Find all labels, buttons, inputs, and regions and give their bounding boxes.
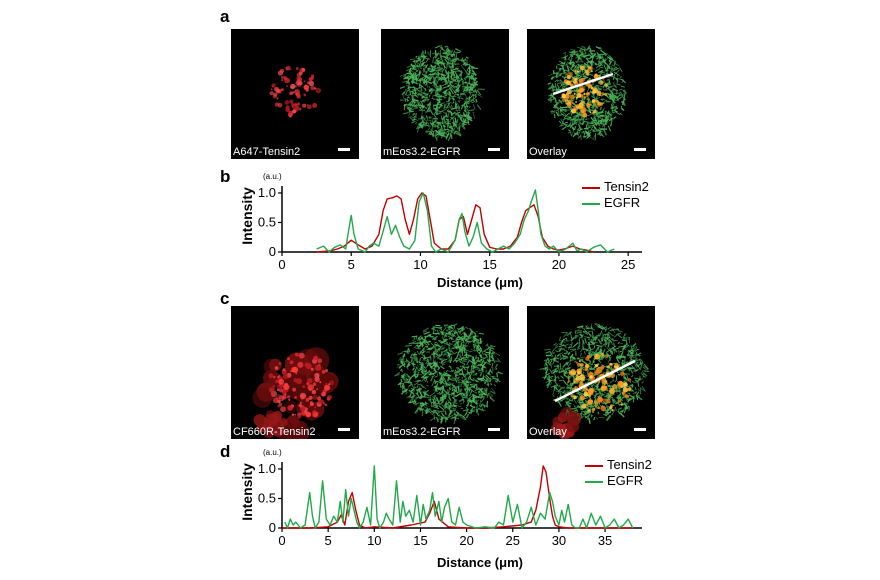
axes: 0 5 10 15 20 25 0 0.5 1.0	[258, 185, 642, 272]
image-label: mEos3.2-EGFR	[383, 146, 461, 158]
micro-image-egfr-bottom: mEos3.2-EGFR	[381, 306, 509, 439]
scale-bar	[488, 428, 500, 431]
egfr-signal	[547, 45, 627, 141]
panel-label-d: d	[220, 442, 231, 461]
y-axis-unit: (a.u.)	[263, 448, 282, 457]
panel-label-c: c	[220, 289, 230, 308]
series-line-egfr	[284, 465, 634, 529]
y-tick-label: 0.5	[258, 214, 276, 229]
legend-egfr: EGFR	[585, 474, 643, 488]
image-label: A647-Tensin2	[233, 146, 301, 158]
legend-swatch-tensin2	[582, 186, 600, 189]
x-tick-label: 5	[348, 257, 355, 272]
cell-body-glow	[550, 407, 582, 439]
scale-bar	[634, 428, 646, 431]
legend-swatch-egfr	[582, 202, 600, 205]
overlay-image	[539, 322, 649, 439]
series-line-tensin2	[316, 192, 594, 253]
y-tick-label: 0	[269, 520, 276, 535]
line-profile-marker	[552, 72, 614, 96]
legend-tensin2: Tensin2	[585, 458, 652, 472]
cell-body-glow	[253, 410, 288, 439]
x-tick-label: 10	[413, 257, 427, 272]
scale-bar	[634, 148, 646, 151]
legend-swatch-egfr	[585, 480, 603, 483]
green-channel-image	[394, 323, 504, 425]
micro-image-egfr-top: mEos3.2-EGFR	[381, 29, 509, 159]
tensin2-puncta	[269, 65, 321, 118]
y-axis-unit: (a.u.)	[263, 172, 282, 181]
x-tick-label: 35	[598, 533, 612, 548]
x-tick-label: 25	[621, 257, 635, 272]
x-axis-label: Distance (μm)	[437, 275, 523, 290]
image-label: Overlay	[529, 146, 567, 158]
scale-bar	[488, 148, 500, 151]
legend-label: Tensin2	[607, 457, 652, 472]
x-axis-label: Distance (μm)	[437, 555, 523, 570]
micro-image-overlay-top: Overlay	[527, 29, 655, 159]
micro-image-overlay-bottom: Overlay	[527, 306, 655, 439]
chart-d-svg: 0 5 10 15 20 25 30 35 0 0.5 1.0	[258, 461, 642, 548]
x-tick-label: 0	[278, 533, 285, 548]
y-tick-label: 1.0	[258, 461, 276, 476]
x-tick-label: 10	[367, 533, 381, 548]
green-channel-image	[399, 44, 485, 142]
image-label: CF660R-Tensin2	[233, 426, 316, 438]
x-tick-label: 15	[482, 257, 496, 272]
image-label: Overlay	[529, 426, 567, 438]
legend-tensin2: Tensin2	[582, 180, 649, 194]
x-tick-label: 0	[278, 257, 285, 272]
legend-egfr: EGFR	[582, 196, 640, 210]
image-label: mEos3.2-EGFR	[383, 426, 461, 438]
legend-label: EGFR	[607, 473, 644, 488]
y-tick-label: 1.0	[258, 185, 276, 200]
x-tick-label: 30	[552, 533, 566, 548]
legend-label: EGFR	[604, 195, 641, 210]
x-tick-label: 25	[506, 533, 520, 548]
red-channel-image	[269, 65, 321, 118]
x-tick-label: 15	[413, 533, 427, 548]
legend-swatch-tensin2	[585, 464, 603, 467]
x-tick-label: 20	[552, 257, 566, 272]
colocalized-puncta	[566, 352, 632, 413]
y-tick-label: 0	[269, 244, 276, 259]
egfr-signal	[394, 323, 504, 425]
legend-label: Tensin2	[604, 179, 649, 194]
scale-bar	[338, 148, 350, 151]
egfr-signal	[399, 44, 485, 142]
scale-bar	[338, 428, 350, 431]
line-profile-plot-d: (a.u.) Intensity 0 5 10 15 20 25 30 35 0 0.5 1.0 D…	[230, 448, 652, 576]
x-tick-label: 5	[325, 533, 332, 548]
line-profile-plot-b: (a.u.) Intensity 0 5 10 15 20 25 0 0.5 1.0 Dista…	[230, 172, 650, 296]
y-tick-label: 0.5	[258, 490, 276, 505]
tensin2-puncta	[268, 352, 335, 419]
line-profile-marker	[554, 359, 636, 403]
egfr-signal	[539, 322, 649, 424]
red-channel-image	[252, 347, 339, 439]
panel-label-a: a	[220, 7, 230, 26]
series-line-egfr	[316, 189, 615, 253]
chart-b-svg: 0 5 10 15 20 25 0 0.5 1.0	[258, 185, 642, 272]
micro-image-tensin2-top: A647-Tensin2	[231, 29, 359, 159]
panel-label-b: b	[220, 167, 231, 186]
micro-image-tensin2-bottom: CF660R-Tensin2	[231, 306, 359, 439]
overlay-image	[547, 45, 627, 141]
x-tick-label: 20	[459, 533, 473, 548]
